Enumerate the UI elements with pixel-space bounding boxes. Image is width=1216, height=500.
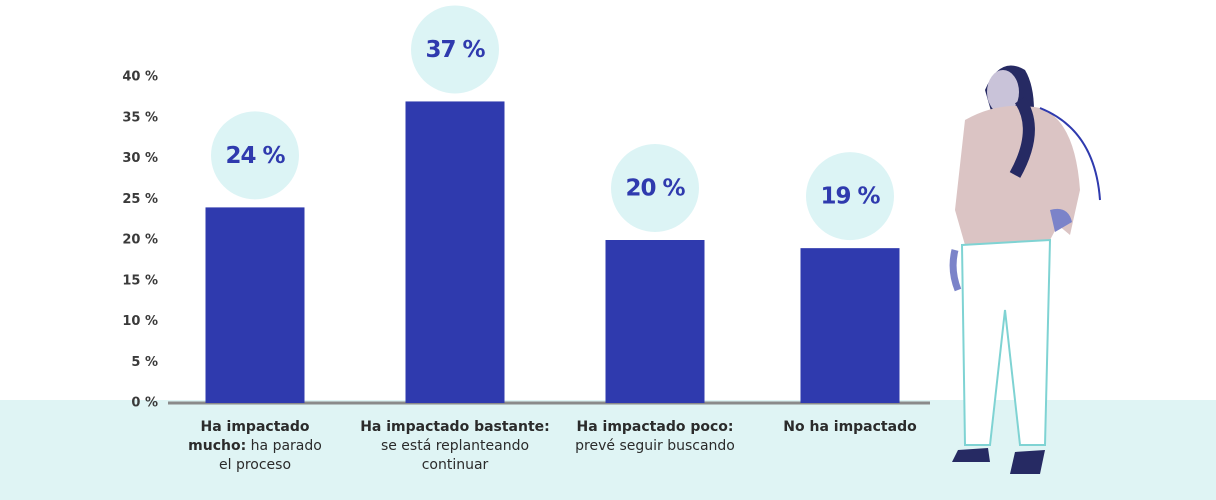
value-bubble (806, 152, 894, 241)
category-bold: No ha impactado (783, 419, 917, 435)
illustration (949, 65, 1101, 474)
y-tick-label: 30 % (122, 151, 158, 166)
category-bold: Ha impactado mucho: (188, 419, 310, 454)
bar (405, 101, 505, 403)
category-label: Ha impactado poco: prevé seguir buscando (570, 418, 740, 456)
value-label: 20 % (625, 176, 685, 202)
value-label: 37 % (425, 37, 485, 63)
category-bold: Ha impactado bastante: (360, 419, 550, 435)
category-text: prevé seguir buscando (575, 438, 735, 454)
y-tick-label: 5 % (131, 355, 158, 370)
value-bubble (611, 144, 699, 232)
category-label: Ha impactado mucho: ha parado el proceso (185, 418, 325, 475)
floor-band (0, 400, 1216, 500)
y-tick-label: 25 % (122, 192, 158, 207)
category-bold: Ha impactado poco: (576, 419, 734, 435)
bar (605, 240, 705, 403)
category-label: Ha impactado bastante: se está replantea… (355, 418, 555, 475)
value-label: 19 % (820, 184, 880, 210)
bar (800, 248, 900, 403)
y-tick-label: 35 % (122, 110, 158, 125)
bar (205, 207, 305, 403)
y-tick-label: 0 % (131, 396, 158, 411)
category-text: ha parado el proceso (218, 438, 322, 473)
y-tick-label: 40 % (122, 70, 158, 85)
y-tick-label: 15 % (122, 273, 158, 288)
y-tick-label: 10 % (122, 314, 158, 329)
y-tick-label: 20 % (122, 233, 158, 248)
category-label: No ha impactado (770, 418, 930, 437)
value-bubble (211, 111, 299, 200)
value-label: 24 % (225, 143, 285, 169)
category-text: se está replanteando continuar (380, 438, 530, 473)
value-bubble (411, 5, 499, 94)
